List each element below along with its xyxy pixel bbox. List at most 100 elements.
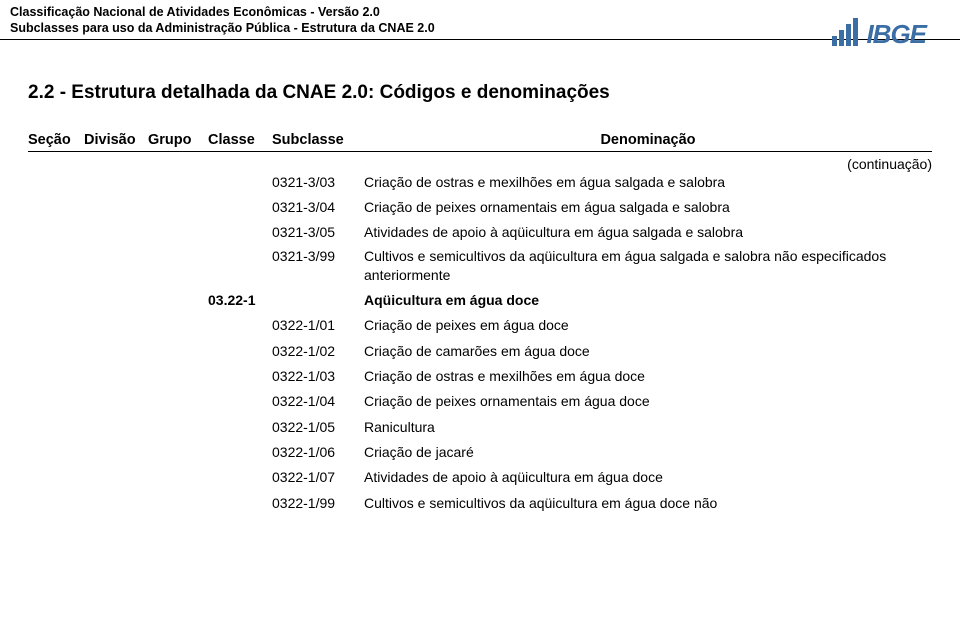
logo-text: IBGE (866, 19, 926, 50)
cell-classe (208, 315, 272, 335)
cell-grupo (148, 417, 208, 437)
cell-grupo (148, 222, 208, 242)
table-row: 0321-3/05Atividades de apoio à aqüicultu… (28, 222, 932, 242)
cell-denominacao: Criação de ostras e mexilhões em água sa… (364, 172, 932, 192)
cell-subclasse: 0322-1/05 (272, 417, 364, 437)
cell-denominacao: Aqüicultura em água doce (364, 290, 932, 310)
table-row: 0321-3/04Criação de peixes ornamentais e… (28, 197, 932, 217)
ibge-logo: IBGE (832, 18, 942, 56)
cell-subclasse (272, 290, 364, 310)
header-line-1: Classificação Nacional de Atividades Eco… (10, 4, 950, 20)
cell-subclasse: 0322-1/03 (272, 366, 364, 386)
cell-classe (208, 247, 272, 285)
cell-secao (28, 222, 84, 242)
cell-divisao (84, 493, 148, 513)
cell-secao (28, 172, 84, 192)
table-row: 0322-1/07Atividades de apoio à aqüicultu… (28, 467, 932, 487)
table-row: 0322-1/02Criação de camarões em água doc… (28, 341, 932, 361)
cell-denominacao: Criação de ostras e mexilhões em água do… (364, 366, 932, 386)
cell-subclasse: 0321-3/04 (272, 197, 364, 217)
cell-grupo (148, 391, 208, 411)
th-grupo: Grupo (148, 132, 208, 148)
cell-classe (208, 341, 272, 361)
cell-classe (208, 442, 272, 462)
cell-subclasse: 0321-3/99 (272, 247, 364, 285)
cell-denominacao: Cultivos e semicultivos da aqüicultura e… (364, 247, 932, 285)
cell-classe (208, 222, 272, 242)
cell-secao (28, 442, 84, 462)
th-divisao: Divisão (84, 132, 148, 148)
cell-grupo (148, 247, 208, 285)
cell-denominacao: Ranicultura (364, 417, 932, 437)
cell-grupo (148, 467, 208, 487)
cell-subclasse: 0321-3/05 (272, 222, 364, 242)
cell-grupo (148, 442, 208, 462)
cell-divisao (84, 222, 148, 242)
cell-denominacao: Atividades de apoio à aqüicultura em águ… (364, 467, 932, 487)
table-row: 0321-3/99Cultivos e semicultivos da aqüi… (28, 247, 932, 285)
cell-subclasse: 0322-1/99 (272, 493, 364, 513)
table-body: 0321-3/03Criação de ostras e mexilhões e… (28, 172, 932, 513)
cell-denominacao: Criação de peixes ornamentais em água do… (364, 391, 932, 411)
page-title: 2.2 - Estrutura detalhada da CNAE 2.0: C… (28, 82, 932, 104)
cell-divisao (84, 290, 148, 310)
cell-divisao (84, 172, 148, 192)
cell-secao (28, 366, 84, 386)
cell-classe (208, 467, 272, 487)
cell-grupo (148, 197, 208, 217)
cell-divisao (84, 341, 148, 361)
cell-grupo (148, 315, 208, 335)
cell-subclasse: 0322-1/01 (272, 315, 364, 335)
cell-subclasse: 0322-1/02 (272, 341, 364, 361)
table-row: 0322-1/03Criação de ostras e mexilhões e… (28, 366, 932, 386)
cell-divisao (84, 366, 148, 386)
page-header: Classificação Nacional de Atividades Eco… (0, 0, 960, 40)
th-denominacao: Denominação (364, 132, 932, 148)
content: 2.2 - Estrutura detalhada da CNAE 2.0: C… (0, 40, 960, 513)
cell-secao (28, 197, 84, 217)
table-row: 03.22-1 Aqüicultura em água doce (28, 290, 932, 310)
cell-grupo (148, 366, 208, 386)
cell-classe (208, 172, 272, 192)
cell-subclasse: 0322-1/06 (272, 442, 364, 462)
cell-denominacao: Criação de peixes em água doce (364, 315, 932, 335)
cell-secao (28, 467, 84, 487)
cell-classe (208, 197, 272, 217)
cell-divisao (84, 315, 148, 335)
cell-classe (208, 391, 272, 411)
table-row: 0322-1/04Criação de peixes ornamentais e… (28, 391, 932, 411)
cell-secao (28, 417, 84, 437)
th-secao: Seção (28, 132, 84, 148)
cell-secao (28, 341, 84, 361)
cell-secao (28, 290, 84, 310)
th-subclasse: Subclasse (272, 132, 364, 148)
table-row: 0322-1/01Criação de peixes em água doce (28, 315, 932, 335)
continuation-label: (continuação) (847, 156, 932, 172)
cell-denominacao: Cultivos e semicultivos da aqüicultura e… (364, 493, 932, 513)
cell-classe (208, 493, 272, 513)
cell-subclasse: 0321-3/03 (272, 172, 364, 192)
cell-denominacao: Criação de camarões em água doce (364, 341, 932, 361)
cell-divisao (84, 467, 148, 487)
cell-divisao (84, 247, 148, 285)
header-line-2: Subclasses para uso da Administração Púb… (10, 20, 950, 36)
table-row: 0321-3/03Criação de ostras e mexilhões e… (28, 172, 932, 192)
cell-secao (28, 247, 84, 285)
cell-grupo (148, 341, 208, 361)
table-row: 0322-1/06Criação de jacaré (28, 442, 932, 462)
table-row: 0322-1/99Cultivos e semicultivos da aqüi… (28, 493, 932, 513)
cell-grupo (148, 493, 208, 513)
cell-secao (28, 391, 84, 411)
cell-denominacao: Criação de jacaré (364, 442, 932, 462)
cell-divisao (84, 197, 148, 217)
cell-grupo (148, 290, 208, 310)
cell-classe (208, 417, 272, 437)
table-header-row: Seção Divisão Grupo Classe Subclasse Den… (28, 132, 932, 152)
cell-classe (208, 366, 272, 386)
logo-bars-icon (832, 18, 860, 51)
cell-divisao (84, 442, 148, 462)
cell-divisao (84, 391, 148, 411)
cell-subclasse: 0322-1/07 (272, 467, 364, 487)
cell-classe: 03.22-1 (208, 290, 272, 310)
cell-denominacao: Criação de peixes ornamentais em água sa… (364, 197, 932, 217)
